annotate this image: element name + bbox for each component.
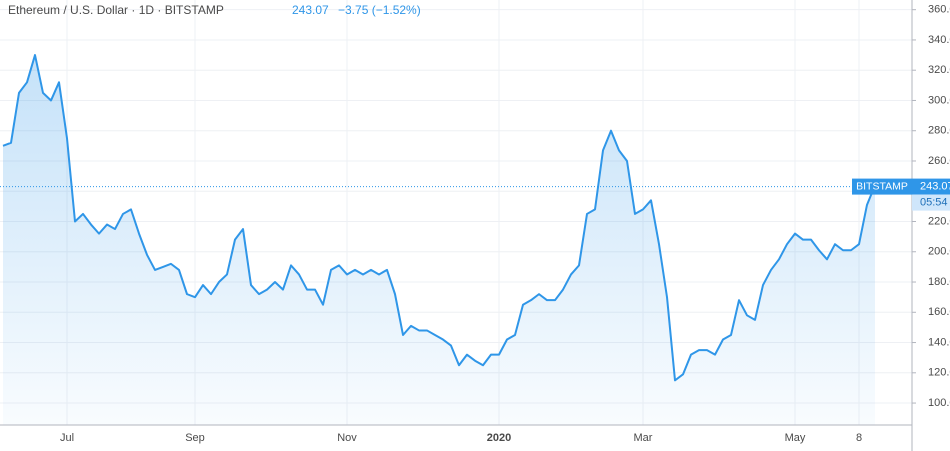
y-tick-label: 120.00 (928, 367, 950, 379)
y-tick-label: 300.00 (928, 94, 950, 106)
x-tick-label: May (785, 432, 806, 444)
x-tick-label: Sep (185, 432, 205, 444)
axis: 100.00 120.00 140.00 160.00 180.00 200.00 220.… (60, 4, 950, 444)
area-fill (3, 55, 875, 426)
price-line (2, 54, 876, 382)
price-badge (912, 178, 950, 195)
x-tick-label: 8 (856, 432, 862, 444)
y-tick-label: 100.00 (928, 397, 950, 409)
price-badge-label: 243.07 (920, 181, 950, 193)
y-tick-label: 280.00 (928, 125, 950, 137)
y-tick-label: 180.00 (928, 276, 950, 288)
grid (0, 0, 912, 425)
y-tick-label: 140.00 (928, 336, 950, 348)
x-tick-label: Mar (634, 432, 653, 444)
x-tick-label: Jul (60, 432, 74, 444)
y-tick-label: 320.00 (928, 64, 950, 76)
chart-title: Ethereum / U.S. Dollar · 1D · BITSTAMP (8, 3, 224, 17)
y-tick-label: 260.00 (928, 155, 950, 167)
y-tick-label: 200.00 (928, 246, 950, 258)
x-tick-label: 2020 (487, 432, 511, 444)
y-tick-label: 360.00 (928, 4, 950, 16)
exchange-badge (852, 178, 912, 195)
y-tick-label: 220.00 (928, 215, 950, 227)
exchange-label: BITSTAMP (856, 180, 908, 192)
plot (0, 54, 912, 426)
countdown-badge (912, 194, 950, 211)
y-tick-label: 340.00 (928, 34, 950, 46)
y-tick-label: 160.00 (928, 306, 950, 318)
countdown-label: 05:54 (920, 197, 948, 209)
price-change: −3.75 (−1.52%) (338, 3, 421, 17)
last-price: 243.07 (292, 3, 329, 17)
x-tick-label: Nov (337, 432, 357, 444)
